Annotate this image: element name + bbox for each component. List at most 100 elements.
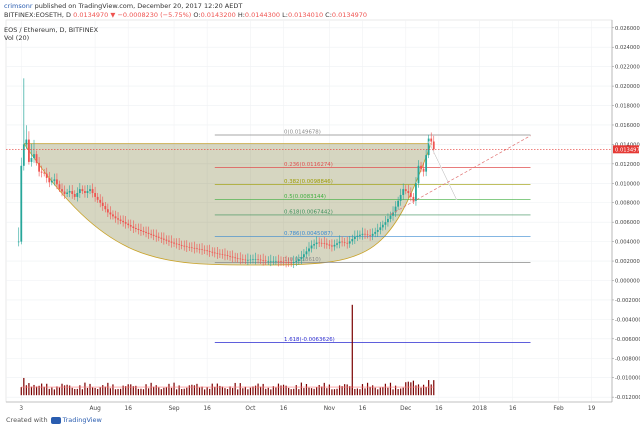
volume-label: Vol (20) (4, 34, 30, 42)
time-tick-label: Sep (169, 406, 180, 412)
volume-bar (211, 383, 213, 396)
volume-bar (58, 387, 61, 396)
publisher-text: published on TradingView.com, December 2… (32, 2, 243, 10)
candle-body (417, 165, 420, 184)
volume-bar (351, 304, 353, 396)
volume-bar (392, 389, 394, 396)
instrument-title: EOS / Ethereum, D, BITFINEX (4, 26, 99, 34)
volume-bar (290, 389, 292, 396)
candle-body (259, 259, 262, 261)
candle-body (17, 241, 20, 243)
candle-body (262, 260, 265, 261)
candle-body (213, 252, 216, 254)
candle-body (190, 247, 193, 249)
volume-bar (216, 383, 218, 396)
volume-bar (102, 385, 104, 396)
candle-body (201, 249, 203, 250)
volume-bar (30, 386, 33, 396)
close-label: C: (325, 11, 332, 19)
tradingview-link[interactable]: TradingView (62, 416, 102, 424)
volume-bar (117, 388, 119, 396)
volume-bar (244, 386, 246, 396)
candle-body (371, 233, 374, 236)
candle-body (277, 261, 280, 262)
candle-body (318, 242, 321, 244)
volume-bar (140, 388, 142, 396)
candle-body (397, 200, 400, 207)
candle-body (132, 226, 135, 229)
candle-body (267, 261, 270, 262)
volume-bar (366, 382, 369, 396)
volume-bar (389, 382, 392, 396)
candle-body (331, 245, 333, 247)
candle-body (106, 209, 109, 213)
price-tick-label: 0.0000000 (615, 278, 640, 284)
candle-body (282, 261, 285, 263)
volume-bar (387, 387, 389, 396)
candle-body (28, 139, 30, 162)
close-value: 0.0134970 (331, 11, 368, 19)
volume-bar (323, 382, 325, 396)
candle-body (124, 222, 127, 224)
volume-bar (99, 387, 101, 396)
candle-body (348, 241, 351, 244)
low-label: L: (282, 11, 288, 19)
candle-body (76, 193, 79, 197)
candle-body (394, 206, 397, 213)
trend-line (390, 135, 531, 215)
projection-line-shadow (428, 141, 457, 200)
volume-bar (249, 387, 252, 396)
volume-bar (232, 388, 234, 396)
candle-body (89, 189, 91, 192)
candle-body (320, 242, 323, 244)
candle-body (73, 193, 76, 197)
candle-body (30, 158, 33, 162)
candle-body (137, 228, 140, 230)
candle-body (109, 212, 112, 215)
volume-bar (428, 380, 430, 396)
time-axis[interactable]: 3 Aug 16 Sep 16 Oct 16 Nov 16 Dec 16 2018 16 Feb 19 (6, 401, 612, 412)
volume-bar (412, 380, 414, 396)
volume-bar (38, 385, 40, 396)
volume-bar (48, 388, 50, 396)
publisher-user[interactable]: crimsonr (4, 2, 33, 10)
footer-text: Created with (6, 416, 48, 424)
volume-bar (86, 387, 89, 396)
candle-body (341, 241, 344, 243)
fib-level-label: 0.786(0.0045087) (284, 231, 333, 237)
volume-bar (53, 389, 55, 396)
candle-body (239, 258, 242, 260)
volume-bar (313, 388, 315, 396)
candle-body (308, 248, 310, 252)
candle-body (140, 229, 142, 231)
volume-bar (132, 386, 134, 396)
candle-body (407, 191, 410, 194)
volume-bar (181, 388, 183, 396)
fib-level-label: 1(0.0018610) (284, 257, 321, 263)
candle-body (420, 165, 422, 169)
candle-body (152, 234, 155, 236)
volume-bar (150, 382, 152, 396)
volume-bar (374, 387, 376, 396)
volume-bar (417, 384, 420, 396)
volume-bar (163, 387, 165, 396)
candle-body (264, 260, 267, 262)
candle-body (173, 242, 175, 244)
candle-body (295, 261, 298, 263)
volume-bar (384, 383, 386, 396)
candle-body (35, 154, 38, 163)
volume-bar (127, 384, 129, 396)
candle-body (376, 229, 379, 232)
volume-bar (209, 388, 211, 396)
candle-body (346, 242, 349, 244)
candle-body (338, 241, 341, 244)
candle-body (45, 173, 48, 178)
volume-bar (372, 385, 374, 396)
